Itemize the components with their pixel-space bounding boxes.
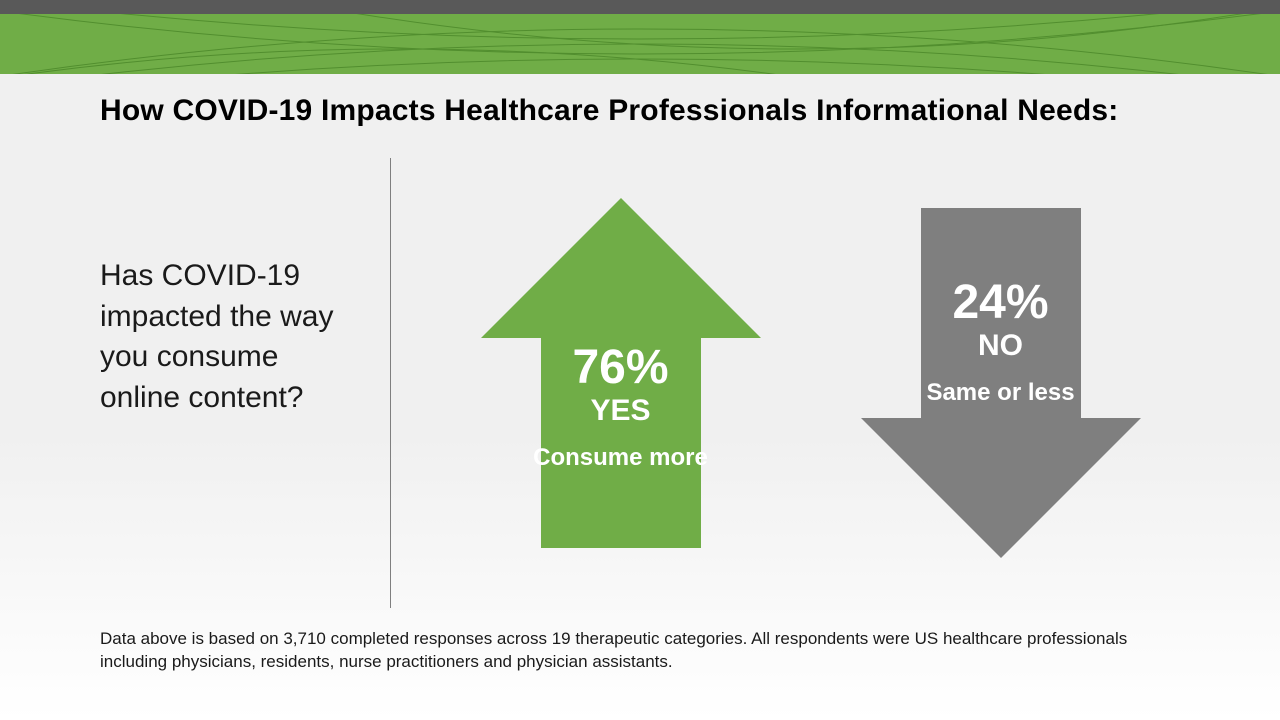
banner-arcs-icon xyxy=(0,14,1280,74)
green-banner xyxy=(0,14,1280,74)
survey-question: Has COVID-19 impacted the way you consum… xyxy=(100,256,360,418)
no-text-block: 24% NO Same or less xyxy=(926,279,1074,408)
question-column: Has COVID-19 impacted the way you consum… xyxy=(100,158,380,608)
yes-result: 76% YES Consume more xyxy=(461,188,781,568)
page-title: How COVID-19 Impacts Healthcare Professi… xyxy=(100,94,1180,128)
no-percent: 24% xyxy=(926,279,1074,327)
no-result: 24% NO Same or less xyxy=(841,188,1161,568)
top-gray-bar xyxy=(0,0,1280,14)
yes-percent: 76% xyxy=(533,344,708,392)
vertical-divider xyxy=(390,158,391,608)
no-description: Same or less xyxy=(926,379,1074,408)
yes-description: Consume more xyxy=(533,444,708,473)
yes-label: YES xyxy=(533,394,708,428)
yes-text-block: 76% YES Consume more xyxy=(533,344,708,473)
content-area: Has COVID-19 impacted the way you consum… xyxy=(100,158,1220,608)
footnote-text: Data above is based on 3,710 completed r… xyxy=(100,628,1180,674)
results-column: 76% YES Consume more 24% NO Same or less xyxy=(401,158,1220,608)
no-label: NO xyxy=(926,329,1074,363)
